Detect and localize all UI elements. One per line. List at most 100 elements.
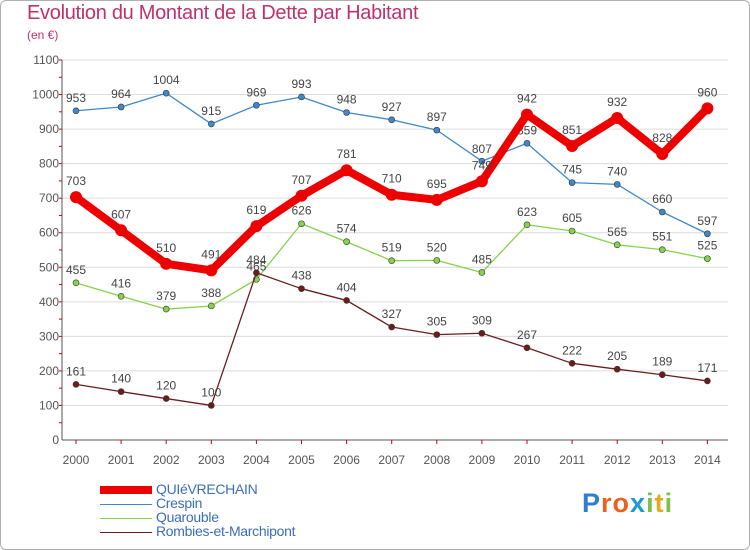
- data-label-rombies-et-marchipont: 120: [156, 379, 176, 393]
- x-tick-label: 2012: [604, 453, 631, 467]
- y-tick-label: 0: [52, 433, 59, 447]
- legend-item-crespin: Crespin: [100, 495, 400, 511]
- x-tick-label: 2006: [333, 453, 360, 467]
- data-point-qui-vrechain: [611, 112, 624, 125]
- data-point-rombies-et-marchipont: [208, 402, 215, 409]
- data-label-qui-vrechain: 491: [201, 247, 221, 261]
- data-label-rombies-et-marchipont: 267: [517, 328, 537, 342]
- data-point-rombies-et-marchipont: [117, 388, 125, 395]
- data-label-quarouble: 455: [66, 263, 86, 277]
- data-point-crespin: [478, 157, 486, 165]
- data-label-quarouble: 379: [156, 289, 176, 303]
- data-point-crespin: [388, 116, 396, 124]
- data-point-quarouble: [388, 257, 396, 265]
- y-tick-label: 800: [39, 157, 59, 171]
- data-point-qui-vrechain: [475, 175, 488, 188]
- data-point-crespin: [568, 179, 576, 186]
- data-label-rombies-et-marchipont: 438: [291, 269, 311, 283]
- x-tick-label: 2005: [288, 453, 315, 467]
- proxiti-logo: Proxiti: [582, 488, 673, 519]
- y-tick-label: 500: [39, 260, 59, 274]
- data-label-crespin: 1004: [153, 73, 180, 87]
- data-point-crespin: [343, 109, 350, 116]
- logo-letter: i: [646, 488, 655, 518]
- data-label-crespin: 597: [697, 214, 717, 228]
- data-label-crespin: 964: [111, 87, 131, 101]
- y-tick-label: 700: [39, 191, 59, 205]
- data-point-quarouble: [117, 292, 125, 300]
- data-label-qui-vrechain: 703: [66, 174, 86, 188]
- data-label-quarouble: 485: [472, 252, 492, 266]
- data-point-crespin: [162, 89, 170, 97]
- legend-swatch-quarouble: [100, 518, 152, 519]
- data-point-qui-vrechain: [656, 147, 669, 160]
- data-label-crespin: 953: [66, 91, 86, 105]
- data-label-crespin: 915: [201, 104, 221, 118]
- data-point-crespin: [523, 139, 531, 147]
- y-tick-label: 1100: [33, 53, 59, 67]
- data-point-quarouble: [343, 238, 350, 246]
- y-tick-label: 900: [39, 122, 59, 136]
- data-label-quarouble: 519: [382, 241, 402, 255]
- data-point-crespin: [72, 107, 80, 115]
- logo-letter: x: [630, 488, 647, 518]
- data-point-quarouble: [162, 305, 170, 313]
- x-tick-label: 2013: [649, 453, 676, 467]
- x-tick-label: 2010: [514, 453, 541, 467]
- data-point-rombies-et-marchipont: [253, 269, 260, 277]
- data-point-qui-vrechain: [205, 264, 218, 277]
- data-point-crespin: [433, 126, 441, 134]
- data-point-qui-vrechain: [340, 164, 353, 177]
- data-label-quarouble: 565: [607, 225, 627, 239]
- data-point-rombies-et-marchipont: [478, 329, 486, 337]
- data-point-crespin: [253, 101, 260, 109]
- legend-label-quievrechain: QUIéVRECHAIN: [156, 481, 258, 497]
- data-label-qui-vrechain: 510: [156, 241, 176, 255]
- data-point-quarouble: [298, 220, 305, 228]
- data-label-quarouble: 626: [291, 204, 311, 218]
- x-tick-label: 2002: [153, 453, 180, 467]
- data-label-quarouble: 623: [517, 205, 537, 219]
- data-point-quarouble: [568, 227, 576, 235]
- data-point-qui-vrechain: [295, 189, 308, 202]
- data-label-quarouble: 551: [652, 230, 672, 244]
- x-tick-label: 2004: [243, 453, 270, 467]
- data-label-rombies-et-marchipont: 140: [111, 372, 131, 386]
- data-label-crespin: 660: [652, 192, 672, 206]
- chart-title: Evolution du Montant de la Dette par Hab…: [27, 2, 419, 24]
- data-label-qui-vrechain: 749: [472, 158, 492, 172]
- legend-item-quarouble: Quarouble: [100, 509, 400, 525]
- data-point-quarouble: [478, 269, 486, 276]
- data-point-rombies-et-marchipont: [388, 323, 396, 331]
- legend-swatch-quievrechain: [100, 486, 152, 494]
- data-point-rombies-et-marchipont: [613, 365, 621, 373]
- y-tick-label: 600: [39, 226, 59, 240]
- data-label-rombies-et-marchipont: 189: [652, 355, 672, 369]
- legend-item-rombies: Rombies-et-Marchipont: [100, 523, 400, 539]
- data-label-crespin: 993: [291, 77, 311, 91]
- data-label-qui-vrechain: 607: [111, 207, 131, 221]
- data-point-crespin: [298, 93, 305, 101]
- data-label-rombies-et-marchipont: 161: [66, 364, 86, 378]
- data-point-crespin: [117, 103, 125, 111]
- data-label-qui-vrechain: 695: [427, 177, 447, 191]
- x-tick-label: 2007: [378, 453, 405, 467]
- data-label-quarouble: 465: [246, 259, 266, 273]
- data-label-quarouble: 416: [111, 276, 131, 290]
- y-tick-label: 400: [39, 295, 59, 309]
- data-label-qui-vrechain: 781: [337, 147, 357, 161]
- y-tick-label: 300: [39, 329, 59, 343]
- data-label-crespin: 948: [337, 93, 357, 107]
- x-tick-label: 2011: [559, 453, 585, 467]
- data-point-rombies-et-marchipont: [343, 297, 350, 304]
- x-tick-label: 2008: [423, 453, 450, 467]
- data-point-qui-vrechain: [701, 102, 714, 115]
- data-point-rombies-et-marchipont: [568, 360, 576, 367]
- data-label-quarouble: 388: [201, 286, 221, 300]
- data-point-quarouble: [208, 302, 215, 310]
- legend-swatch-rombies: [100, 532, 152, 533]
- data-label-rombies-et-marchipont: 327: [382, 307, 402, 321]
- data-label-qui-vrechain: 828: [652, 131, 672, 145]
- data-point-rombies-et-marchipont: [433, 331, 441, 338]
